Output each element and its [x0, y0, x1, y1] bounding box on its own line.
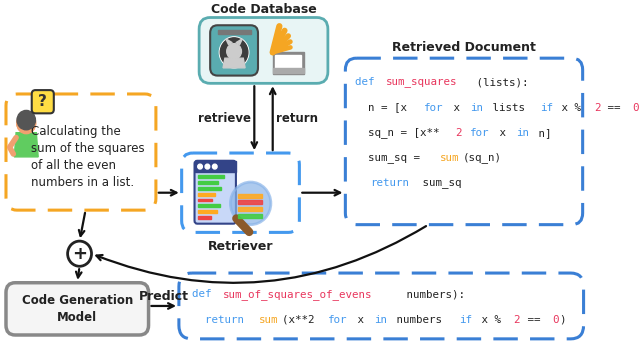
- Text: x %: x %: [555, 103, 588, 112]
- Polygon shape: [223, 58, 245, 68]
- Polygon shape: [236, 39, 243, 45]
- FancyBboxPatch shape: [195, 161, 236, 224]
- Bar: [198, 198, 212, 201]
- Bar: [273, 68, 304, 73]
- Text: if: if: [460, 315, 472, 324]
- Circle shape: [227, 44, 241, 59]
- Bar: [198, 193, 215, 196]
- Circle shape: [220, 38, 248, 67]
- Text: for: for: [470, 128, 490, 138]
- Circle shape: [230, 182, 271, 225]
- Text: for: for: [328, 315, 348, 324]
- Text: n = [x: n = [x: [355, 103, 413, 112]
- Text: sum: sum: [259, 315, 278, 324]
- Text: if: if: [540, 103, 553, 112]
- Bar: [195, 161, 236, 172]
- Text: numbers):: numbers):: [400, 289, 465, 299]
- Circle shape: [17, 110, 35, 130]
- Circle shape: [220, 37, 249, 68]
- Text: ==: ==: [521, 315, 547, 324]
- Text: 2: 2: [594, 103, 600, 112]
- FancyBboxPatch shape: [6, 94, 156, 210]
- Text: x: x: [493, 128, 513, 138]
- Text: (x**2: (x**2: [282, 315, 321, 324]
- Circle shape: [198, 164, 202, 169]
- Bar: [198, 181, 218, 184]
- Text: 2: 2: [455, 128, 461, 138]
- Text: return: return: [205, 315, 250, 324]
- Text: ): ): [559, 315, 566, 324]
- Bar: [273, 52, 304, 74]
- Bar: [275, 55, 301, 71]
- FancyBboxPatch shape: [182, 153, 300, 232]
- Circle shape: [205, 164, 210, 169]
- Text: 0: 0: [552, 315, 558, 324]
- Text: return: return: [370, 178, 409, 188]
- Text: for: for: [424, 103, 444, 112]
- Text: in: in: [374, 315, 387, 324]
- Text: n]: n]: [532, 128, 552, 138]
- Text: ?: ?: [38, 94, 47, 109]
- Bar: [237, 200, 262, 204]
- Text: x: x: [351, 315, 371, 324]
- Bar: [198, 187, 221, 190]
- Text: Calculating the
sum of the squares
of all the even
numbers in a list.: Calculating the sum of the squares of al…: [31, 125, 145, 189]
- Text: sum: sum: [440, 153, 459, 163]
- Text: Retrieved Document: Retrieved Document: [392, 41, 536, 54]
- Text: def: def: [355, 77, 381, 87]
- Text: sum_of_squares_of_evens: sum_of_squares_of_evens: [223, 289, 372, 300]
- Text: (sq_n): (sq_n): [463, 152, 502, 163]
- Circle shape: [212, 164, 217, 169]
- Text: Predict: Predict: [139, 290, 189, 303]
- Text: Retriever: Retriever: [208, 240, 273, 253]
- Text: x: x: [447, 103, 467, 112]
- Bar: [198, 204, 220, 207]
- Text: def: def: [192, 289, 218, 299]
- FancyBboxPatch shape: [210, 25, 258, 76]
- Bar: [218, 30, 251, 34]
- Text: Code Database: Code Database: [211, 2, 316, 16]
- Bar: [198, 175, 224, 178]
- Text: sum_sq =: sum_sq =: [355, 153, 426, 163]
- Text: sum_squares: sum_squares: [385, 77, 457, 87]
- Text: return: return: [276, 112, 318, 125]
- Bar: [237, 207, 262, 211]
- Polygon shape: [226, 39, 232, 45]
- Circle shape: [17, 113, 35, 133]
- Text: 0: 0: [632, 103, 639, 112]
- Polygon shape: [14, 133, 38, 157]
- Circle shape: [17, 114, 35, 134]
- Text: x %: x %: [475, 315, 507, 324]
- Text: ==: ==: [602, 103, 627, 112]
- Bar: [198, 210, 216, 213]
- Text: Code Generation
Model: Code Generation Model: [22, 294, 133, 324]
- Text: sq_n = [x**: sq_n = [x**: [355, 127, 439, 138]
- Text: +: +: [72, 245, 87, 263]
- Bar: [198, 216, 211, 219]
- FancyBboxPatch shape: [6, 283, 148, 335]
- FancyBboxPatch shape: [179, 273, 584, 339]
- Text: numbers: numbers: [390, 315, 448, 324]
- Text: lists: lists: [486, 103, 531, 112]
- Text: 2: 2: [513, 315, 520, 324]
- Text: (lists):: (lists):: [470, 77, 529, 87]
- Text: retrieve: retrieve: [198, 112, 251, 125]
- Text: in: in: [516, 128, 529, 138]
- Bar: [237, 214, 262, 218]
- Text: in: in: [470, 103, 483, 112]
- Bar: [237, 194, 262, 198]
- FancyBboxPatch shape: [32, 90, 54, 113]
- FancyBboxPatch shape: [199, 17, 328, 83]
- Circle shape: [68, 241, 92, 266]
- Text: sum_sq: sum_sq: [416, 178, 462, 188]
- FancyBboxPatch shape: [346, 58, 582, 225]
